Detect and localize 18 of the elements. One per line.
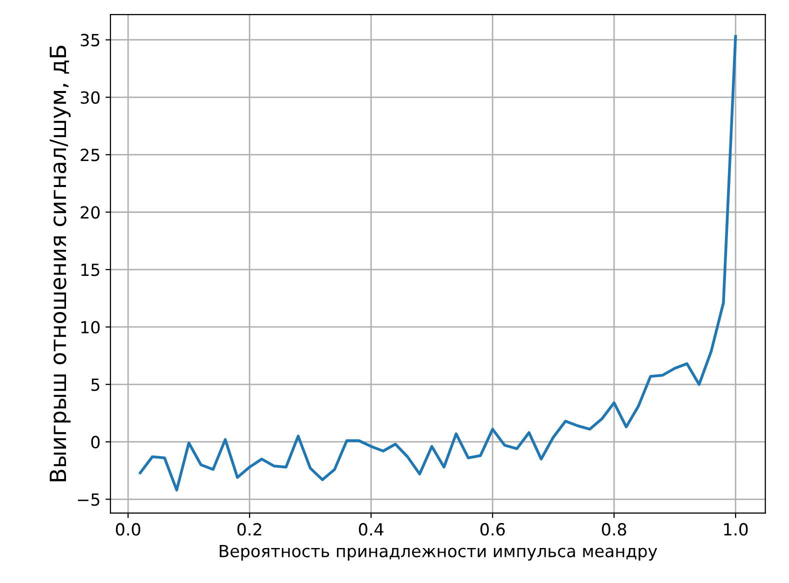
x-tick-label: 0.4 <box>358 523 384 536</box>
x-tick-label: 0.8 <box>602 523 626 536</box>
x-axis-title: Вероятность принадлежности импульса меандру <box>220 544 658 561</box>
x-tick-label: 0.0 <box>116 523 140 536</box>
y-tick-label: 35 <box>80 34 100 46</box>
y-tick-label: 0 <box>91 436 100 448</box>
y-tick-label: 15 <box>81 264 100 276</box>
y-tick-label: −5 <box>78 493 100 506</box>
line-series <box>138 35 737 492</box>
y-tick-label: 25 <box>80 148 100 162</box>
y-tick-label: 20 <box>80 206 100 219</box>
y-tick-label: 10 <box>81 320 100 334</box>
x-tick-label: 0.2 <box>237 523 262 536</box>
x-tick-label: 0.6 <box>480 523 505 536</box>
y-tick-label: 30 <box>80 91 100 104</box>
y-axis-title: Выигрыш отношения сигнал/шум, дБ <box>50 46 71 482</box>
y-tick-label: 5 <box>91 378 100 391</box>
x-tick-label: 1.0 <box>724 523 748 536</box>
